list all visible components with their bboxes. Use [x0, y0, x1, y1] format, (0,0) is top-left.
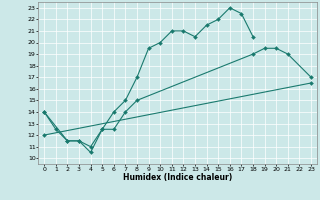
X-axis label: Humidex (Indice chaleur): Humidex (Indice chaleur) — [123, 173, 232, 182]
